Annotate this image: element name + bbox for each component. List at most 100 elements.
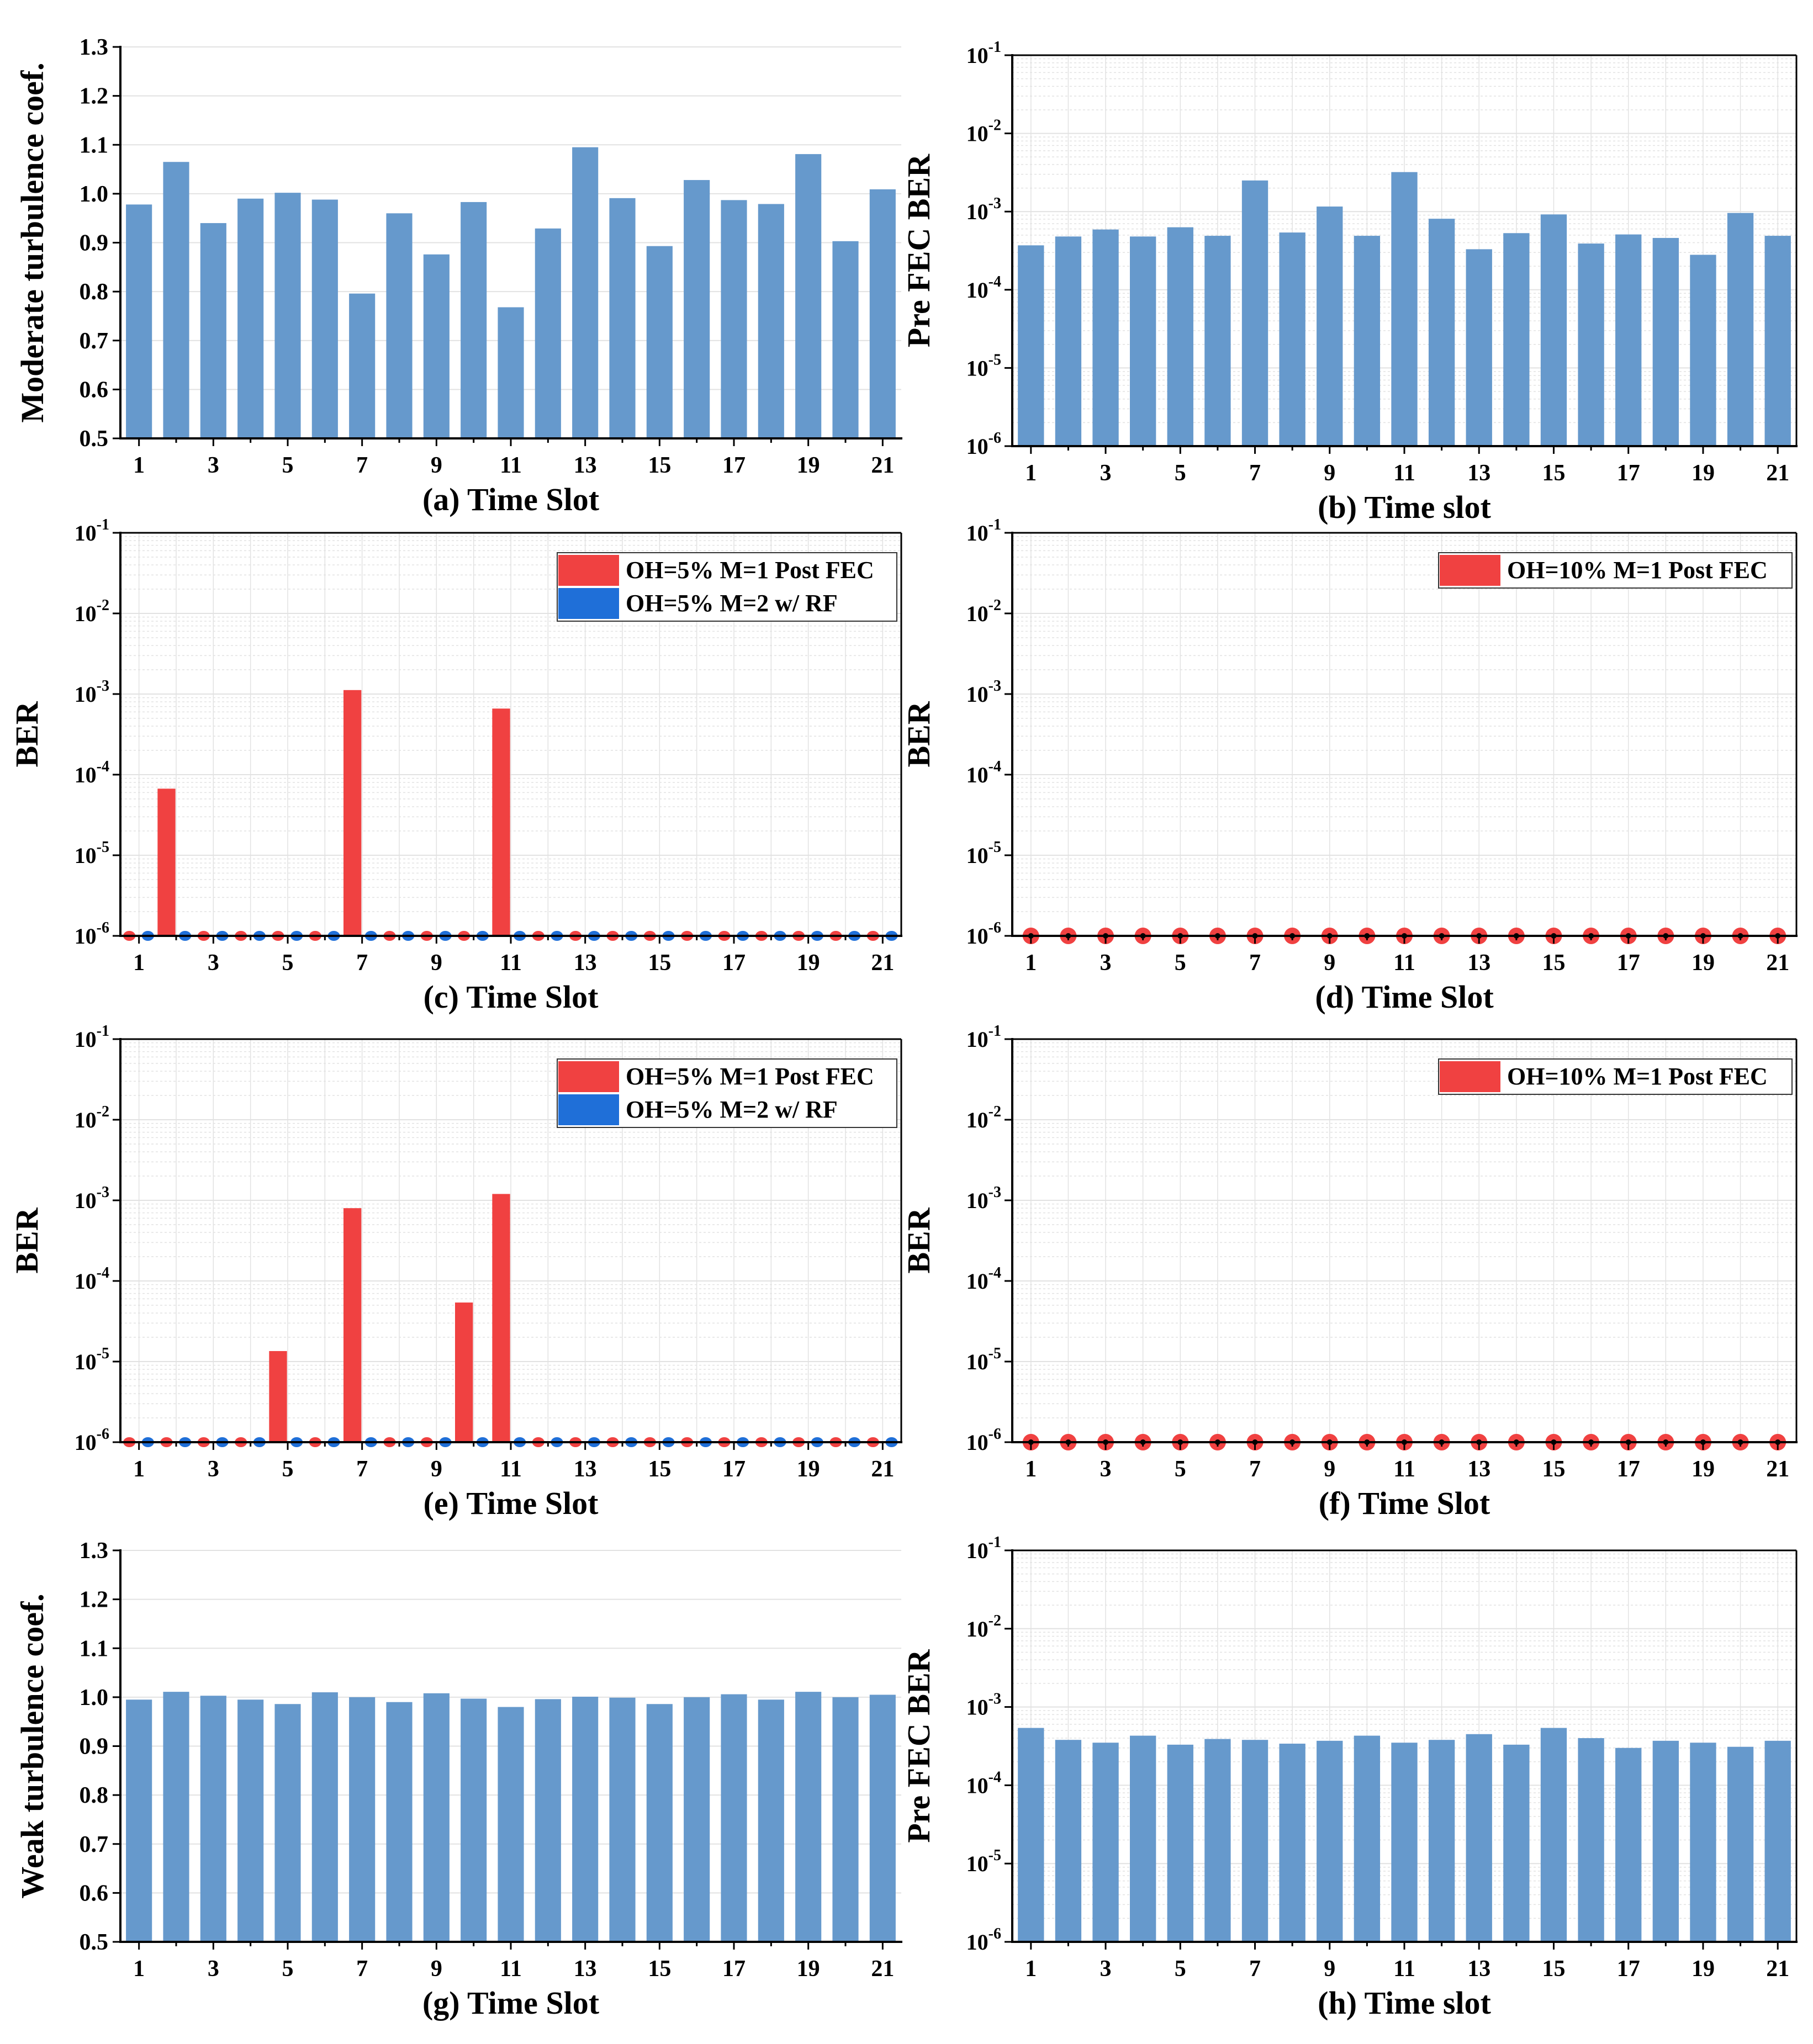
x-tick-label: 15 xyxy=(1542,1457,1565,1482)
y-tick-label: 10-2 xyxy=(966,1103,1001,1132)
bar-e-red-10 xyxy=(455,1302,473,1442)
y-axis-label-b: Pre FEC BER xyxy=(901,153,937,347)
bar-g-21 xyxy=(869,1694,896,1942)
bar-h-4 xyxy=(1130,1735,1156,1942)
bar-a-19 xyxy=(795,154,822,438)
x-ticks-c: 1 3 5 7 9 11 13 15 17 19 21 xyxy=(133,936,894,976)
bar-h-12 xyxy=(1428,1740,1455,1942)
x-tick-label: 3 xyxy=(1100,1457,1112,1482)
bar-a-21 xyxy=(869,189,896,438)
bar-h-13 xyxy=(1466,1734,1492,1942)
x-tick-label: 9 xyxy=(431,1956,442,1982)
x-tick-label: 9 xyxy=(1324,1457,1335,1482)
y-ticks-h: 10-6 10-5 10-4 10-3 10-2 10-1 xyxy=(966,1534,1012,1955)
legend-swatch xyxy=(558,1094,619,1125)
bar-h-21 xyxy=(1764,1740,1791,1942)
bar-b-4 xyxy=(1130,236,1156,446)
y-tick-label: 10-4 xyxy=(75,758,109,787)
bar-b-13 xyxy=(1466,249,1492,446)
bar-b-6 xyxy=(1204,236,1231,446)
grid-d xyxy=(1012,532,1796,936)
x-tick-label: 5 xyxy=(1175,950,1186,976)
y-tick-label: 1.1 xyxy=(80,1636,109,1661)
x-tick-label: 5 xyxy=(1175,460,1186,486)
y-axis-label-f: BER xyxy=(901,1207,937,1273)
x-tick-label: 1 xyxy=(133,950,145,976)
x-tick-label: 17 xyxy=(1617,460,1640,486)
bar-b-2 xyxy=(1055,236,1082,446)
x-tick-label: 9 xyxy=(1324,950,1335,976)
legend-label: OH=5% M=2 w/ RF xyxy=(626,1096,838,1123)
x-tick-label: 17 xyxy=(1617,1956,1640,1982)
y-tick-label: 10-4 xyxy=(966,1768,1001,1798)
x-tick-label: 1 xyxy=(1025,1457,1037,1482)
bar-a-7 xyxy=(349,293,376,438)
panel-g: 0.50.60.70.80.91.01.11.21.31 3 5 7 9 11 13 15 17… xyxy=(14,1538,902,2021)
caption-d: (d) Time Slot xyxy=(1315,979,1494,1015)
x-tick-label: 7 xyxy=(1249,950,1261,976)
x-tick-label: 7 xyxy=(356,453,368,478)
bar-g-7 xyxy=(349,1697,376,1942)
panel-c: 10-610-510-410-310-210-11 3 5 7 9 11 13 15 17 19 2… xyxy=(9,516,902,1015)
x-tick-label: 1 xyxy=(1025,950,1037,976)
caption-b: (b) Time slot xyxy=(1318,489,1491,525)
x-tick-label: 3 xyxy=(208,453,219,478)
bar-b-14 xyxy=(1503,233,1530,446)
bar-b-10 xyxy=(1354,236,1381,446)
x-tick-label: 1 xyxy=(133,1457,145,1482)
legend-swatch xyxy=(1440,555,1500,586)
bar-b-19 xyxy=(1690,255,1716,446)
legend-label: OH=5% M=1 Post FEC xyxy=(626,1063,874,1090)
y-tick-label: 10-3 xyxy=(75,677,109,707)
panel-e: 10-610-510-410-310-210-11 3 5 7 9 11 13 15 17 19 2… xyxy=(9,1023,902,1521)
bar-h-6 xyxy=(1204,1739,1231,1942)
y-tick-label: 10-6 xyxy=(75,919,109,949)
y-axis-label-e: BER xyxy=(9,1207,45,1273)
bar-b-8 xyxy=(1279,232,1305,446)
y-tick-label: 0.6 xyxy=(80,377,109,403)
x-tick-label: 3 xyxy=(208,950,219,976)
bar-a-11 xyxy=(498,307,524,438)
y-tick-label: 10-1 xyxy=(966,39,1001,68)
x-tick-label: 9 xyxy=(431,950,442,976)
bar-g-6 xyxy=(311,1692,338,1942)
x-tick-label: 21 xyxy=(871,950,894,976)
bar-e-red-5 xyxy=(269,1351,287,1442)
x-tick-label: 19 xyxy=(797,1956,820,1982)
y-tick-label: 10-1 xyxy=(966,1534,1001,1563)
bar-b-12 xyxy=(1428,219,1455,446)
y-axis-label-c: BER xyxy=(9,701,45,767)
bar-g-18 xyxy=(758,1699,784,1942)
x-tick-label: 21 xyxy=(1766,950,1789,976)
bar-g-2 xyxy=(163,1692,189,1942)
x-tick-label: 3 xyxy=(1100,1956,1112,1982)
y-tick-label: 10-5 xyxy=(966,351,1001,380)
x-tick-label: 1 xyxy=(133,453,145,478)
bar-a-15 xyxy=(646,246,673,438)
bar-a-3 xyxy=(200,223,226,438)
x-tick-label: 19 xyxy=(1692,460,1715,486)
bar-g-9 xyxy=(423,1693,450,1942)
bar-b-20 xyxy=(1727,213,1754,446)
x-tick-label: 15 xyxy=(648,1956,671,1982)
x-tick-label: 13 xyxy=(1467,460,1490,486)
bar-a-2 xyxy=(163,162,189,438)
bar-b-21 xyxy=(1764,236,1791,446)
y-tick-label: 10-6 xyxy=(966,919,1001,949)
x-tick-label: 15 xyxy=(648,1457,671,1482)
bar-h-10 xyxy=(1354,1735,1381,1942)
x-tick-label: 17 xyxy=(1617,950,1640,976)
legend-c: OH=5% M=1 Post FEC OH=5% M=2 w/ RF xyxy=(557,552,897,622)
y-tick-label: 10-1 xyxy=(966,1023,1001,1052)
x-tick-label: 19 xyxy=(797,453,820,478)
bar-g-20 xyxy=(832,1697,859,1942)
y-tick-label: 10-4 xyxy=(966,758,1001,787)
x-tick-label: 11 xyxy=(500,1457,522,1482)
bars-g xyxy=(126,1692,896,1942)
bars-a xyxy=(126,147,896,438)
y-tick-label: 10-1 xyxy=(75,516,109,546)
bar-b-11 xyxy=(1391,172,1418,446)
bars-c xyxy=(123,690,898,941)
